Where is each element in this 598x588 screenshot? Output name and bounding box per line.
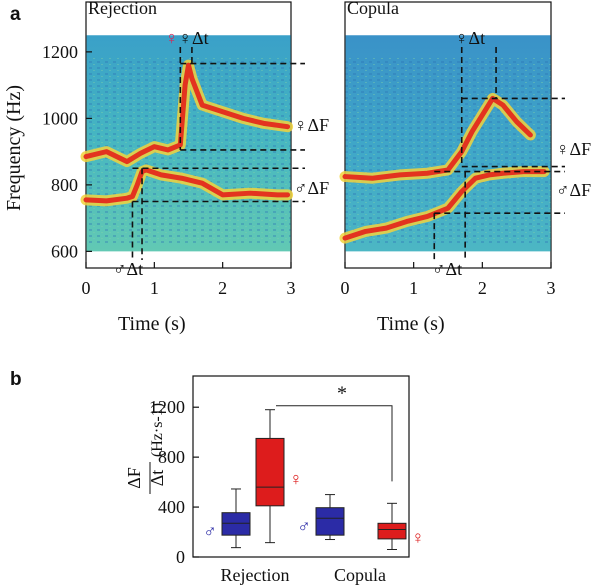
y-tick-label: 1000 [42, 108, 78, 128]
y-tick-label: 600 [51, 241, 78, 261]
female-trace-line [83, 62, 291, 165]
rejection-ticks: 0 1 2 3 600 800 1000 1200 [42, 42, 296, 298]
rejection-male-sex-symbol: ♂ [203, 521, 217, 541]
copula-female-df-label: ♀ΔF [556, 139, 591, 159]
rejection-x-axis-label: Time (s) [118, 313, 186, 335]
male-trace-line [83, 167, 291, 204]
significance-star: * [337, 383, 347, 405]
spectrogram-y-axis-label: Frequency (Hz) [3, 85, 25, 211]
rejection-female-dt-text: ♀Δt [179, 28, 209, 48]
y-tick-label: 800 [51, 175, 78, 195]
box-plot-categories: Rejection Copula [221, 565, 386, 585]
copula-male-dt-label: ♂Δt [432, 259, 462, 279]
copula-male-sex-symbol: ♂ [297, 516, 311, 536]
copula-female-sex-symbol: ♀ [411, 528, 425, 548]
box-y-label-denominator: Δt [147, 470, 167, 487]
rejection-spectrogram: Rejection 0 1 2 3 600 800 1000 1200 ♀♀Δt ♀ΔF ♂Δ… [42, 0, 329, 335]
rejection-female-box [255, 437, 285, 507]
rejection-male-dt-label: ♂Δt [113, 259, 143, 279]
box-plot-y-axis-label: ΔF Δt (Hz·s-1) [124, 403, 167, 494]
panel-a-label: a [10, 4, 21, 25]
copula-traces [339, 92, 550, 244]
rejection-female-df-label: ♀ΔF [294, 115, 329, 135]
rejection-title: Rejection [88, 0, 157, 18]
x-tick-label: 3 [287, 278, 296, 298]
copula-ticks: 0 1 2 3 [341, 262, 556, 298]
male-trace-line [342, 169, 547, 241]
rejection-female-sex-symbol: ♀ [289, 469, 303, 489]
box-y-tick-label: 0 [176, 547, 185, 567]
copula-male-box [315, 507, 345, 536]
rejection-traces [80, 59, 294, 207]
box-y-label-numerator: ΔF [124, 467, 144, 489]
female-trace-line [342, 95, 533, 181]
copula-markers [433, 47, 565, 260]
x-tick-label: 2 [478, 278, 487, 298]
copula-title: Copula [347, 0, 399, 18]
x-tick-label: 1 [409, 278, 418, 298]
copula-spectrogram: Copula 0 1 2 3 ♀Δt ♀ΔF ♂ΔF ♂Δt Time (s) [339, 0, 591, 335]
category-label-rejection: Rejection [221, 565, 290, 585]
rejection-markers [131, 47, 305, 260]
y-tick-label: 1200 [42, 42, 78, 62]
box-plot-marks: ♂ ♀ ♂ ♀ * [203, 383, 425, 551]
category-label-copula: Copula [334, 565, 386, 585]
significance-bracket [276, 405, 393, 482]
x-tick-label: 2 [218, 278, 227, 298]
copula-x-axis-label: Time (s) [377, 313, 445, 335]
copula-female-box [377, 522, 407, 540]
panel-b-label: b [10, 369, 22, 390]
copula-spectrogram-noise [345, 58, 551, 244]
box-plot: 0 400 800 1200 ♂ ♀ ♂ ♀ * ΔF Δt (Hz·s-1) Rejecti… [124, 375, 425, 585]
rejection-female-dt-label: ♀♀Δt [165, 28, 209, 48]
x-tick-label: 0 [341, 278, 350, 298]
copula-male-df-label: ♂ΔF [556, 180, 591, 200]
box-y-tick-label: 400 [158, 497, 185, 517]
rejection-male-box [221, 512, 251, 536]
x-tick-label: 0 [82, 278, 91, 298]
x-tick-label: 3 [547, 278, 556, 298]
rejection-male-df-label: ♂ΔF [294, 178, 329, 198]
box-y-label-unit: (Hz·s-1) [149, 403, 166, 457]
copula-female-dt-label: ♀Δt [455, 28, 485, 48]
box-plot-ticks: 0 400 800 1200 [149, 397, 199, 567]
x-tick-label: 1 [150, 278, 159, 298]
box-y-tick-label: 1200 [149, 397, 185, 417]
box-y-tick-label: 800 [158, 447, 185, 467]
